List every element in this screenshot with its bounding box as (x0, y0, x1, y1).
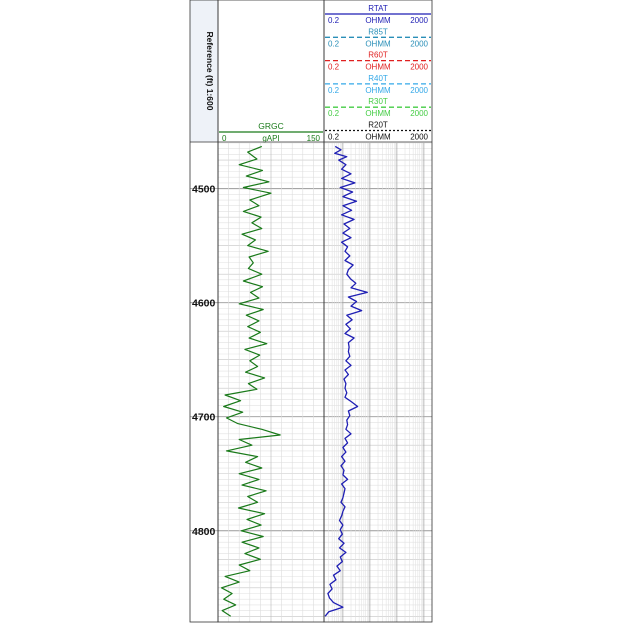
r60t-curve-name: R60T (368, 51, 388, 60)
r20t-scale-max: 2000 (410, 133, 428, 142)
rtat-curve-name: RTAT (368, 4, 388, 13)
r20t-curve-name: R20T (368, 121, 388, 130)
rtat-unit: OHMM (365, 16, 391, 25)
r40t-scale-min: 0.2 (328, 86, 340, 95)
grgc-scale-min: 0 (222, 134, 227, 143)
track-frames (189, 0, 433, 623)
depth-header-bg (190, 0, 218, 142)
r40t-scale-max: 2000 (410, 86, 428, 95)
depth-tick-label: 4500 (192, 184, 216, 196)
rtat-curve (324, 145, 368, 617)
r30t-scale-min: 0.2 (328, 109, 340, 118)
depth-tick-label: 4600 (192, 298, 216, 310)
r30t-curve-name: R30T (368, 97, 388, 106)
track-headers: GRGC 0 gAPI 150 RTAT 0.2 OHMM 2000 R85T 0.2 OHMM 20… (219, 4, 431, 143)
r60t-unit: OHMM (365, 63, 391, 72)
depth-tick-label: 4700 (192, 412, 216, 424)
r60t-scale-max: 2000 (410, 63, 428, 72)
r60t-scale-min: 0.2 (328, 63, 340, 72)
r85t-curve-name: R85T (368, 27, 388, 36)
r20t-scale-min: 0.2 (328, 133, 340, 142)
curve-layer (220, 145, 368, 617)
r85t-scale-min: 0.2 (328, 39, 340, 48)
track2-frame (323, 0, 433, 623)
depth-axis-label: Reference (ft) 1:600 (205, 32, 215, 111)
rtat-scale-min: 0.2 (328, 16, 340, 25)
depth-track: 4500 4600 4700 4800 Reference (ft) 1:600 (190, 0, 218, 538)
r85t-unit: OHMM (365, 39, 391, 48)
r85t-scale-max: 2000 (410, 39, 428, 48)
grgc-curve-name: GRGC (258, 121, 284, 131)
grgc-curve (220, 145, 281, 617)
depth-tick-label: 4800 (192, 526, 216, 538)
r30t-unit: OHMM (365, 109, 391, 118)
r40t-curve-name: R40T (368, 74, 388, 83)
r30t-scale-max: 2000 (410, 109, 428, 118)
grgc-unit: gAPI (262, 134, 279, 143)
r40t-unit: OHMM (365, 86, 391, 95)
grid-layer (190, 142, 432, 623)
rtat-scale-max: 2000 (410, 16, 428, 25)
grgc-scale-max: 150 (307, 134, 321, 143)
r20t-unit: OHMM (365, 133, 391, 142)
